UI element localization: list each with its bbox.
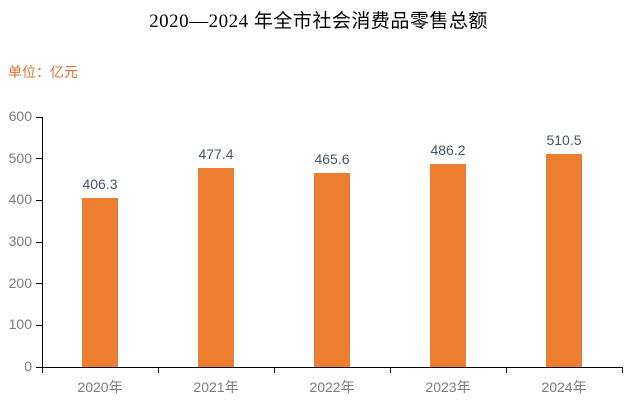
y-tick-label: 200 <box>8 274 32 291</box>
x-axis-tick <box>389 368 391 373</box>
x-axis-tick <box>41 368 43 373</box>
y-tick-label: 600 <box>8 108 32 124</box>
y-axis-tick <box>36 199 42 201</box>
bar-2020年 <box>82 197 118 367</box>
y-tick-label: 500 <box>8 149 32 166</box>
y-tick-label: 100 <box>8 316 32 333</box>
value-label: 406.3 <box>82 175 118 192</box>
x-tick-label: 2020年 <box>77 379 123 395</box>
x-tick-label: 2022年 <box>309 379 355 395</box>
bar-2023年 <box>430 164 466 367</box>
plot-area <box>42 117 623 368</box>
y-axis-tick <box>36 283 42 285</box>
value-label: 486.2 <box>430 142 466 159</box>
bar-2024年 <box>546 154 582 367</box>
y-axis-tick <box>36 324 42 326</box>
x-axis-tick <box>157 368 159 373</box>
chart-title: 2020—2024 年全市社会消费品零售总额 <box>149 11 488 32</box>
x-tick-label: 2021年 <box>193 379 239 395</box>
x-axis-tick <box>505 368 507 373</box>
x-axis-tick <box>621 368 623 373</box>
y-axis-tick <box>36 116 42 118</box>
x-tick-label: 2024年 <box>541 379 587 395</box>
value-label: 465.6 <box>314 151 350 167</box>
value-label: 510.5 <box>546 132 582 149</box>
bar-2021年 <box>198 168 234 367</box>
y-axis-tick <box>36 158 42 160</box>
unit-label: 单位：亿元 <box>8 64 78 80</box>
y-axis-tick <box>36 366 42 368</box>
value-label: 477.4 <box>198 146 234 163</box>
y-axis-tick <box>36 241 42 243</box>
y-tick-label: 0 <box>24 358 32 374</box>
x-tick-label: 2023年 <box>425 379 471 395</box>
y-tick-label: 400 <box>8 191 32 208</box>
y-tick-label: 300 <box>8 233 32 249</box>
bar-2022年 <box>314 173 350 367</box>
x-axis-tick <box>273 368 275 373</box>
